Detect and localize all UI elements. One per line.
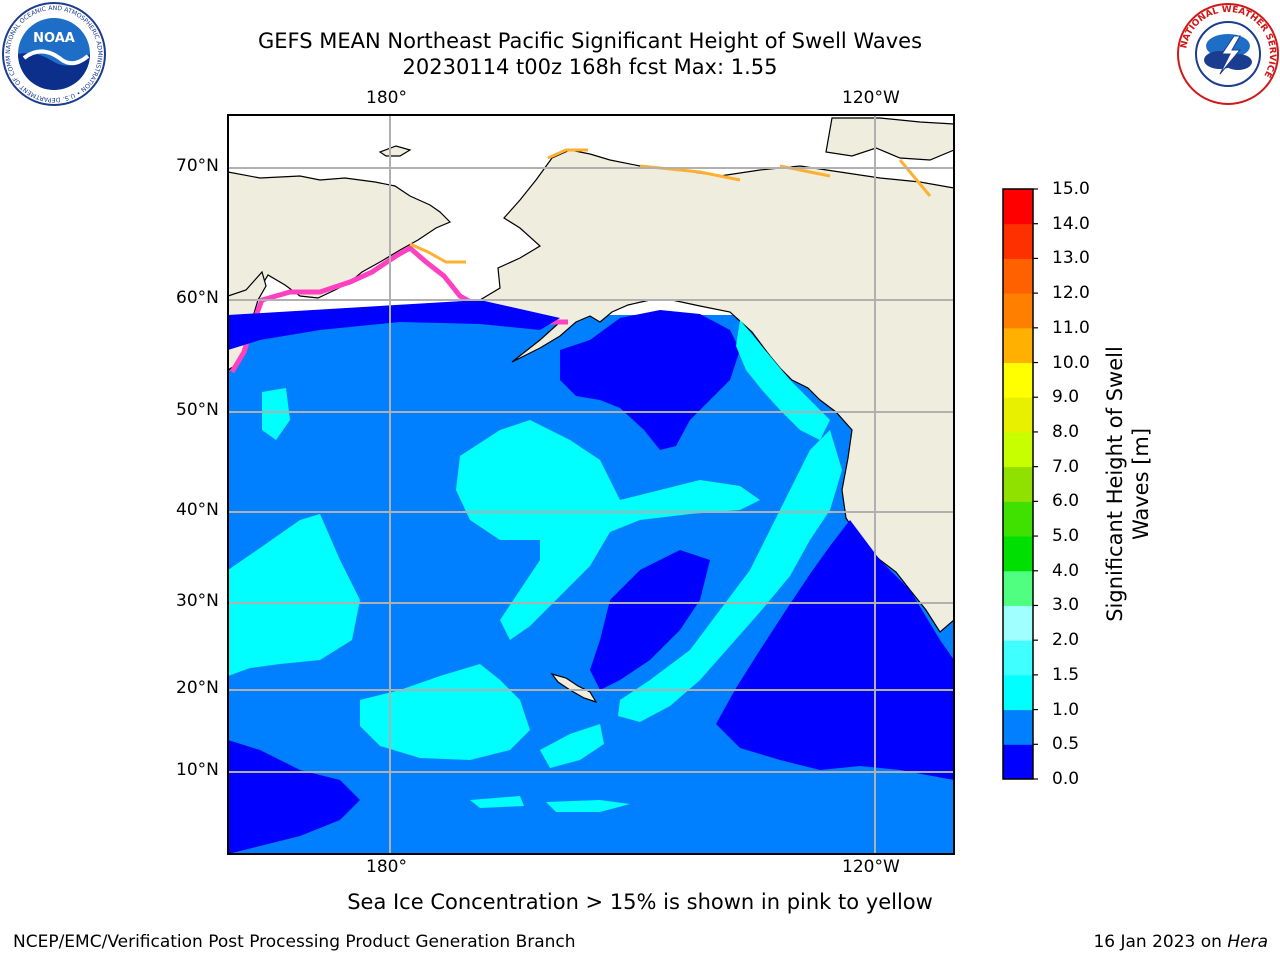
ocean-deep-central	[590, 550, 710, 690]
colorbar-tick-label: 6.0	[1052, 491, 1080, 512]
colorbar-tick-label: 5.0	[1052, 526, 1080, 547]
nws-logo: NATIONAL WEATHER SERVICE	[1176, 2, 1280, 106]
colorbar-tick-label: 2.0	[1052, 630, 1080, 651]
colorbar-segment	[1003, 223, 1033, 259]
colorbar-segment	[1003, 327, 1033, 364]
land-siberia	[228, 171, 452, 307]
colorbar-segment	[1003, 362, 1033, 398]
colorbar-segment	[1003, 536, 1033, 572]
colorbar-tick-label: 7.0	[1052, 456, 1080, 477]
map-area	[228, 115, 954, 854]
swell-cyan-coastal	[736, 320, 830, 440]
lat-label-50n: 50°N	[176, 400, 219, 420]
lat-label-10n: 10°N	[176, 760, 219, 780]
lon-label-top-180: 180°	[366, 88, 407, 108]
lat-label-30n: 30°N	[176, 591, 219, 611]
colorbar-tick-label: 4.0	[1052, 560, 1080, 581]
colorbar-segment	[1003, 570, 1033, 606]
colorbar-tick-label: 12.0	[1052, 283, 1090, 304]
swell-cyan-diagonal-band	[618, 430, 842, 722]
swell-cyan-patch-nw	[262, 388, 290, 440]
colorbar-label-line-1: Significant Height of Swell	[1103, 346, 1127, 622]
colorbar-segment	[1003, 431, 1033, 468]
sea-ice-yellow	[409, 148, 932, 264]
lon-label-bottom-180: 180°	[366, 857, 407, 877]
colorbar-segment	[1003, 397, 1033, 433]
ocean-deep-north-strip	[228, 300, 560, 350]
ocean-deep-southwest	[228, 740, 360, 854]
noaa-wordmark: NOAA	[33, 31, 75, 46]
footer-date: 16 Jan 2023 on	[1093, 932, 1228, 952]
sea-ice-note: Sea Ice Concentration > 15% is shown in …	[347, 890, 933, 914]
colorbar-segment	[1003, 744, 1033, 780]
noaa-logo: NATIONAL OCEANIC AND ATMOSPHERIC ADMINIS…	[0, 0, 106, 106]
colorbar-segment	[1003, 605, 1033, 641]
colorbar-segment	[1003, 189, 1033, 225]
colorbar-tick-label: 14.0	[1052, 213, 1090, 234]
colorbar-label-line-2: Waves [m]	[1129, 427, 1153, 541]
ocean-deep-east-pacific	[716, 520, 954, 780]
lat-label-60n: 60°N	[176, 288, 219, 308]
land-hawaii	[550, 672, 598, 704]
colorbar-segment	[1003, 258, 1033, 294]
colorbar-tick-label: 0.0	[1052, 769, 1080, 789]
swell-cyan-patch-southern	[470, 796, 630, 812]
colorbar-segment	[1003, 640, 1033, 676]
lat-label-20n: 20°N	[176, 678, 219, 698]
swell-cyan-south	[360, 664, 530, 760]
graticule	[228, 115, 954, 854]
lon-label-bottom-120w: 120°W	[842, 857, 900, 877]
colorbar-segment	[1003, 674, 1033, 711]
colorbar-tick-label: 13.0	[1052, 248, 1090, 269]
map-frame	[227, 114, 955, 855]
swell-cyan-central-north	[456, 420, 760, 640]
swell-cyan-patch-small	[540, 724, 604, 768]
colorbar-tick-label: 8.0	[1052, 421, 1080, 442]
lon-label-top-120w: 120°W	[842, 88, 900, 108]
colorbar-segment	[1003, 293, 1033, 329]
colorbar-tick-label: 3.0	[1052, 595, 1080, 616]
title-line-2: 20230114 t00z 168h fcst Max: 1.55	[402, 55, 778, 79]
colorbar-segment	[1003, 709, 1033, 745]
colorbar-frame	[1002, 188, 1034, 780]
colorbar-tick-label: 9.0	[1052, 387, 1080, 408]
colorbar-tick-label: 0.5	[1052, 734, 1080, 755]
lat-label-70n: 70°N	[176, 156, 219, 176]
footer-left: NCEP/EMC/Verification Post Processing Pr…	[13, 932, 576, 952]
colorbar-tick-label: 15.0	[1052, 179, 1090, 199]
colorbar-tick-label: 11.0	[1052, 317, 1090, 338]
colorbar-tick-label: 1.5	[1052, 664, 1080, 685]
title-line-1: GEFS MEAN Northeast Pacific Significant …	[257, 29, 923, 53]
colorbar-tick-label: 1.0	[1052, 699, 1080, 720]
land-alaska-canada	[479, 149, 954, 633]
swell-cyan-west	[228, 514, 360, 676]
footer-host: Hera	[1227, 932, 1268, 952]
footer-right: 16 Jan 2023 on Hera	[1093, 932, 1268, 952]
ocean-deep-alaska-gyre	[560, 310, 740, 450]
colorbar-segment	[1003, 466, 1033, 502]
land-wrangel-island	[378, 145, 412, 157]
land-arctic-islands	[825, 117, 954, 161]
lat-label-40n: 40°N	[176, 500, 219, 520]
colorbar-segment	[1003, 501, 1033, 537]
colorbar	[1003, 188, 1038, 780]
colorbar-tick-label: 10.0	[1052, 352, 1090, 373]
